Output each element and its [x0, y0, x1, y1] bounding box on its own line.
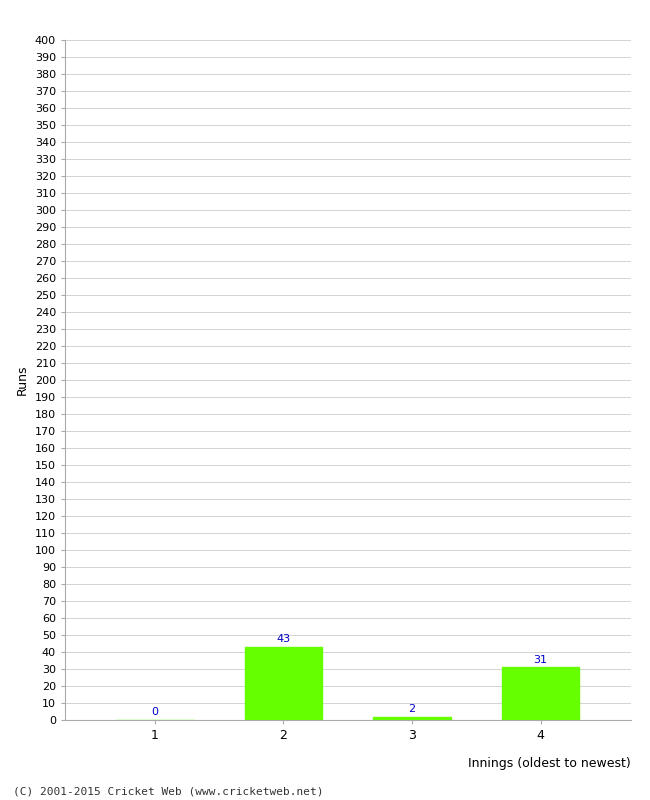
Text: (C) 2001-2015 Cricket Web (www.cricketweb.net): (C) 2001-2015 Cricket Web (www.cricketwe…: [13, 786, 324, 796]
Bar: [374, 717, 450, 720]
X-axis label: Innings (oldest to newest): Innings (oldest to newest): [468, 758, 630, 770]
Text: 0: 0: [151, 707, 159, 718]
Text: 2: 2: [408, 704, 415, 714]
Y-axis label: Runs: Runs: [16, 365, 29, 395]
Text: 31: 31: [534, 654, 547, 665]
Bar: [502, 667, 579, 720]
Bar: [245, 647, 322, 720]
Text: 43: 43: [276, 634, 291, 644]
